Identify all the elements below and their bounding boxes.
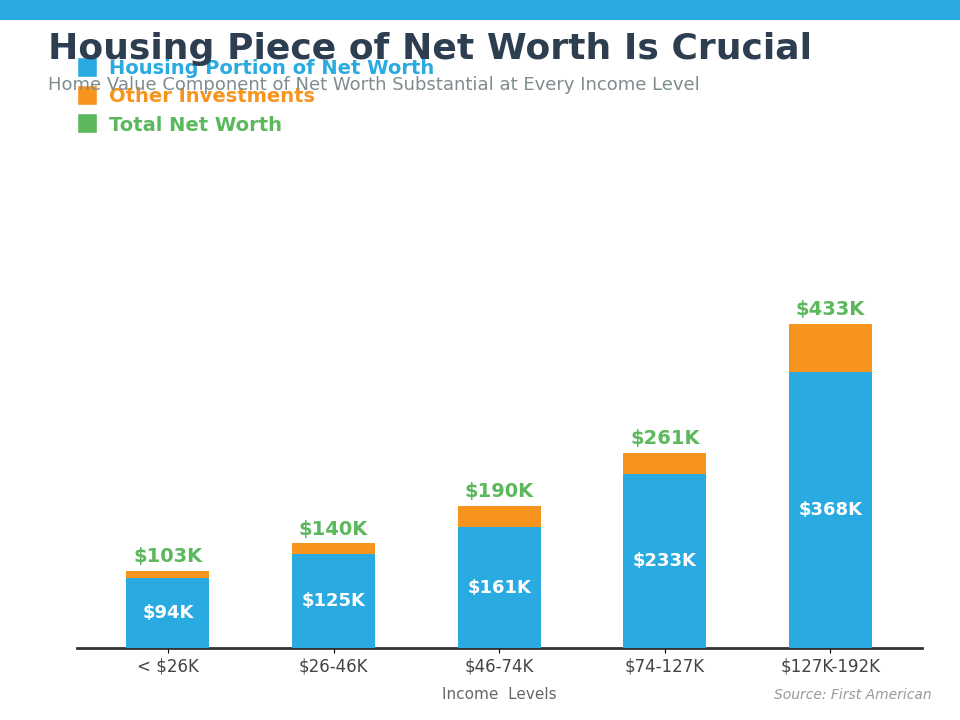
Text: $140K: $140K bbox=[299, 520, 369, 539]
Legend: Housing Portion of Net Worth, Other Investments, Total Net Worth: Housing Portion of Net Worth, Other Inve… bbox=[70, 51, 442, 143]
Bar bbox=[292, 543, 375, 554]
Bar bbox=[458, 505, 540, 528]
Text: Housing Piece of Net Worth Is Crucial: Housing Piece of Net Worth Is Crucial bbox=[48, 32, 812, 66]
Text: $103K: $103K bbox=[133, 547, 203, 567]
Bar bbox=[623, 474, 707, 648]
Text: $94K: $94K bbox=[142, 604, 194, 622]
X-axis label: Income  Levels: Income Levels bbox=[442, 687, 557, 702]
Text: Home Value Component of Net Worth Substantial at Every Income Level: Home Value Component of Net Worth Substa… bbox=[48, 76, 700, 94]
Text: $261K: $261K bbox=[630, 429, 700, 448]
Bar bbox=[789, 372, 872, 648]
Text: $433K: $433K bbox=[796, 300, 865, 319]
Text: Source: First American: Source: First American bbox=[774, 688, 931, 702]
Bar bbox=[789, 324, 872, 372]
Bar bbox=[127, 577, 209, 648]
Bar bbox=[458, 528, 540, 648]
Bar bbox=[127, 571, 209, 577]
Bar bbox=[623, 453, 707, 474]
Bar bbox=[292, 554, 375, 648]
Text: $161K: $161K bbox=[468, 579, 531, 597]
Text: $125K: $125K bbox=[301, 592, 366, 610]
Text: $368K: $368K bbox=[799, 501, 862, 519]
Text: $233K: $233K bbox=[633, 552, 697, 570]
Text: $190K: $190K bbox=[465, 482, 534, 501]
